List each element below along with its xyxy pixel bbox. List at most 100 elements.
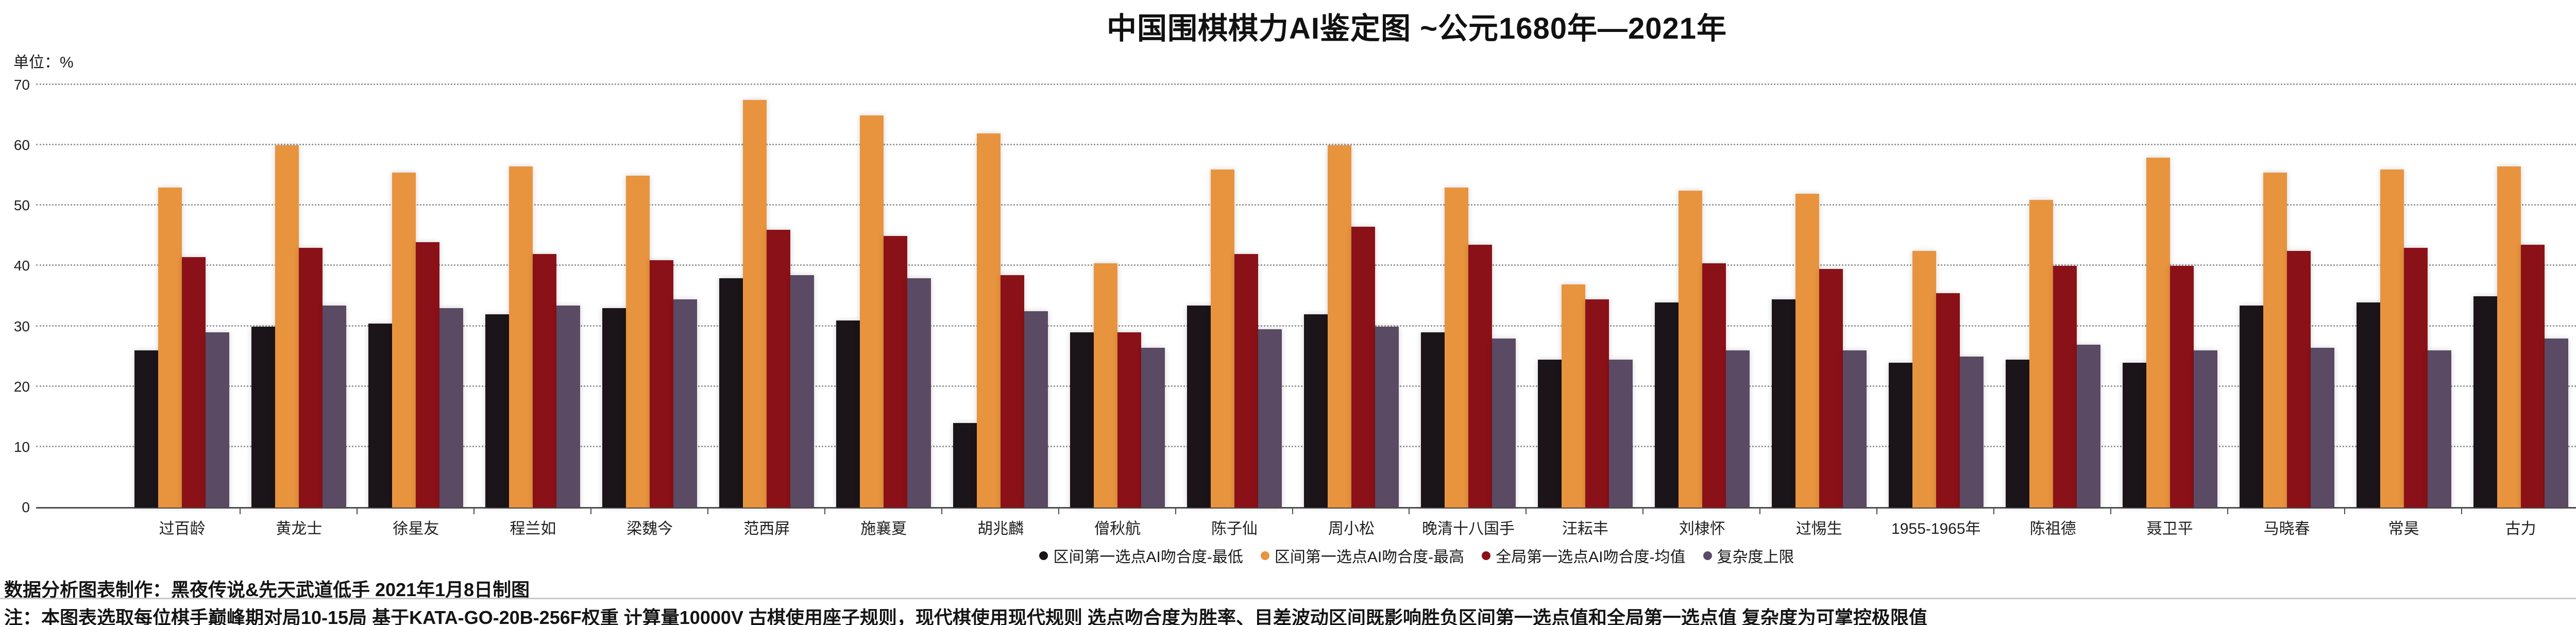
x-category-label: 胡兆麟	[977, 520, 1024, 537]
bar-series-1	[251, 326, 276, 508]
x-axis-tick	[1292, 508, 1293, 514]
bar-group-17: 陈祖德	[1994, 85, 2112, 537]
bar-series-3	[1585, 299, 1609, 508]
bar-series-1	[134, 350, 159, 508]
bar-series-1	[2239, 305, 2263, 508]
y-tick-label-30: 30	[13, 318, 30, 334]
bar-group-18: 聂卫平	[2111, 85, 2229, 537]
bar-series-4	[790, 275, 815, 508]
bar-series-2	[1094, 263, 1118, 508]
x-axis-tick	[941, 508, 942, 514]
bar-series-2	[860, 115, 884, 508]
bar-series-2	[1211, 170, 1235, 508]
bar-group-16: 1955-1965年	[1877, 85, 1995, 537]
bar-series-3	[1234, 254, 1259, 508]
x-axis-tick	[1526, 508, 1527, 514]
bar-series-4	[2193, 350, 2217, 508]
bar-group-5: 梁魏今	[591, 85, 708, 537]
bar-series-1	[602, 308, 626, 508]
bar-group-7: 施襄夏	[825, 85, 942, 537]
bar-series-2	[626, 175, 650, 508]
bar-series-4	[1959, 357, 1984, 508]
legend-dot-icon	[1260, 551, 1269, 560]
bar-series-4	[1492, 339, 1516, 508]
legend-item-4: 复杂度上限	[1703, 544, 1794, 567]
bar-series-2	[2029, 199, 2053, 508]
bar-group-1: 过百龄	[124, 85, 241, 537]
legend-item-3: 全局第一选点AI吻合度-均值	[1482, 544, 1686, 567]
bar-series-3	[1468, 245, 1492, 508]
x-category-label: 黄龙士	[276, 520, 323, 537]
x-axis-tick	[2227, 508, 2229, 514]
bar-group-8: 胡兆麟	[942, 85, 1059, 537]
bar-series-2	[2497, 166, 2521, 508]
bar-group-19: 马晓春	[2228, 85, 2346, 537]
bar-group-15: 过惕生	[1760, 85, 1878, 537]
bar-series-4	[2076, 344, 2100, 508]
legend-label: 复杂度上限	[1717, 549, 1794, 566]
legend-item-2: 区间第一选点AI吻合度-最高	[1260, 544, 1464, 567]
bar-series-4	[323, 305, 347, 508]
x-category-label: 陈祖德	[2029, 520, 2076, 537]
bar-group-14: 刘棣怀	[1643, 85, 1761, 537]
x-axis-tick	[1876, 508, 1878, 514]
bar-series-2	[1561, 284, 1585, 508]
bar-series-3	[533, 254, 557, 508]
bar-series-1	[1304, 314, 1328, 508]
x-category-label: 过百龄	[159, 520, 206, 537]
x-axis-tick	[590, 508, 591, 514]
x-axis-tick	[1058, 508, 1059, 514]
gridline-60	[36, 144, 2576, 146]
x-category-label: 僧秋航	[1094, 520, 1141, 537]
bar-group-3: 徐星友	[358, 85, 474, 537]
y-tick-label-0: 0	[22, 499, 30, 515]
legend-dot-icon	[1039, 551, 1048, 560]
bar-groups: 过百龄 黄龙士 徐星友 程兰如 梁魏今 范西屏 施襄夏 胡兆麟 僧秋航 陈子仙 周小松 晚清十八国手 汪…	[124, 85, 2576, 537]
y-tick-label-50: 50	[13, 197, 30, 214]
bar-series-1	[719, 278, 743, 508]
y-tick-label-20: 20	[13, 378, 30, 395]
bar-series-3	[1001, 275, 1025, 508]
x-category-label: 程兰如	[510, 520, 556, 537]
x-axis-line	[36, 507, 2576, 509]
bar-series-4	[2427, 350, 2451, 508]
bar-series-1	[2473, 296, 2497, 508]
bar-series-3	[2286, 251, 2311, 508]
y-tick-label-70: 70	[13, 77, 30, 93]
bar-group-10: 陈子仙	[1176, 85, 1293, 537]
x-category-label: 1955-1965年	[1891, 520, 1981, 537]
x-category-label: 常昊	[2388, 520, 2419, 537]
bar-series-2	[158, 188, 182, 508]
bar-group-4: 程兰如	[474, 85, 591, 537]
legend: 区间第一选点AI吻合度-最低 区间第一选点AI吻合度-最高 全局第一选点AI吻合度-…	[0, 544, 2576, 567]
bar-series-3	[1351, 227, 1375, 508]
bar-series-4	[206, 332, 230, 508]
bar-series-4	[1608, 360, 1633, 508]
x-category-label: 马晓春	[2263, 520, 2310, 537]
bar-series-2	[1795, 193, 1819, 508]
bar-series-1	[1420, 332, 1445, 508]
legend-label: 全局第一选点AI吻合度-均值	[1496, 549, 1686, 566]
bar-series-2	[1678, 191, 1702, 508]
x-category-label: 周小松	[1328, 520, 1375, 537]
gridline-40	[36, 264, 2576, 266]
footer-credit-line: 数据分析图表制作：黑夜传说&先天武道低手 2021年1月8日制图	[4, 579, 530, 600]
bar-group-2: 黄龙士	[241, 85, 358, 537]
bar-series-4	[1024, 311, 1048, 508]
bar-series-3	[182, 257, 206, 508]
x-axis-tick	[239, 508, 241, 514]
x-axis-tick	[1759, 508, 1761, 514]
bar-series-1	[836, 320, 860, 508]
legend-label: 区间第一选点AI吻合度-最低	[1053, 549, 1243, 566]
bar-series-2	[509, 166, 533, 508]
bar-series-1	[1654, 302, 1679, 508]
x-category-label: 陈子仙	[1211, 520, 1258, 537]
x-category-label: 刘棣怀	[1679, 520, 1725, 537]
bar-series-1	[368, 323, 393, 508]
bar-series-1	[2122, 362, 2146, 508]
bar-series-1	[1888, 362, 1912, 508]
bar-series-3	[2520, 245, 2545, 508]
x-category-label: 徐星友	[393, 520, 439, 537]
legend-item-1: 区间第一选点AI吻合度-最低	[1039, 544, 1243, 567]
